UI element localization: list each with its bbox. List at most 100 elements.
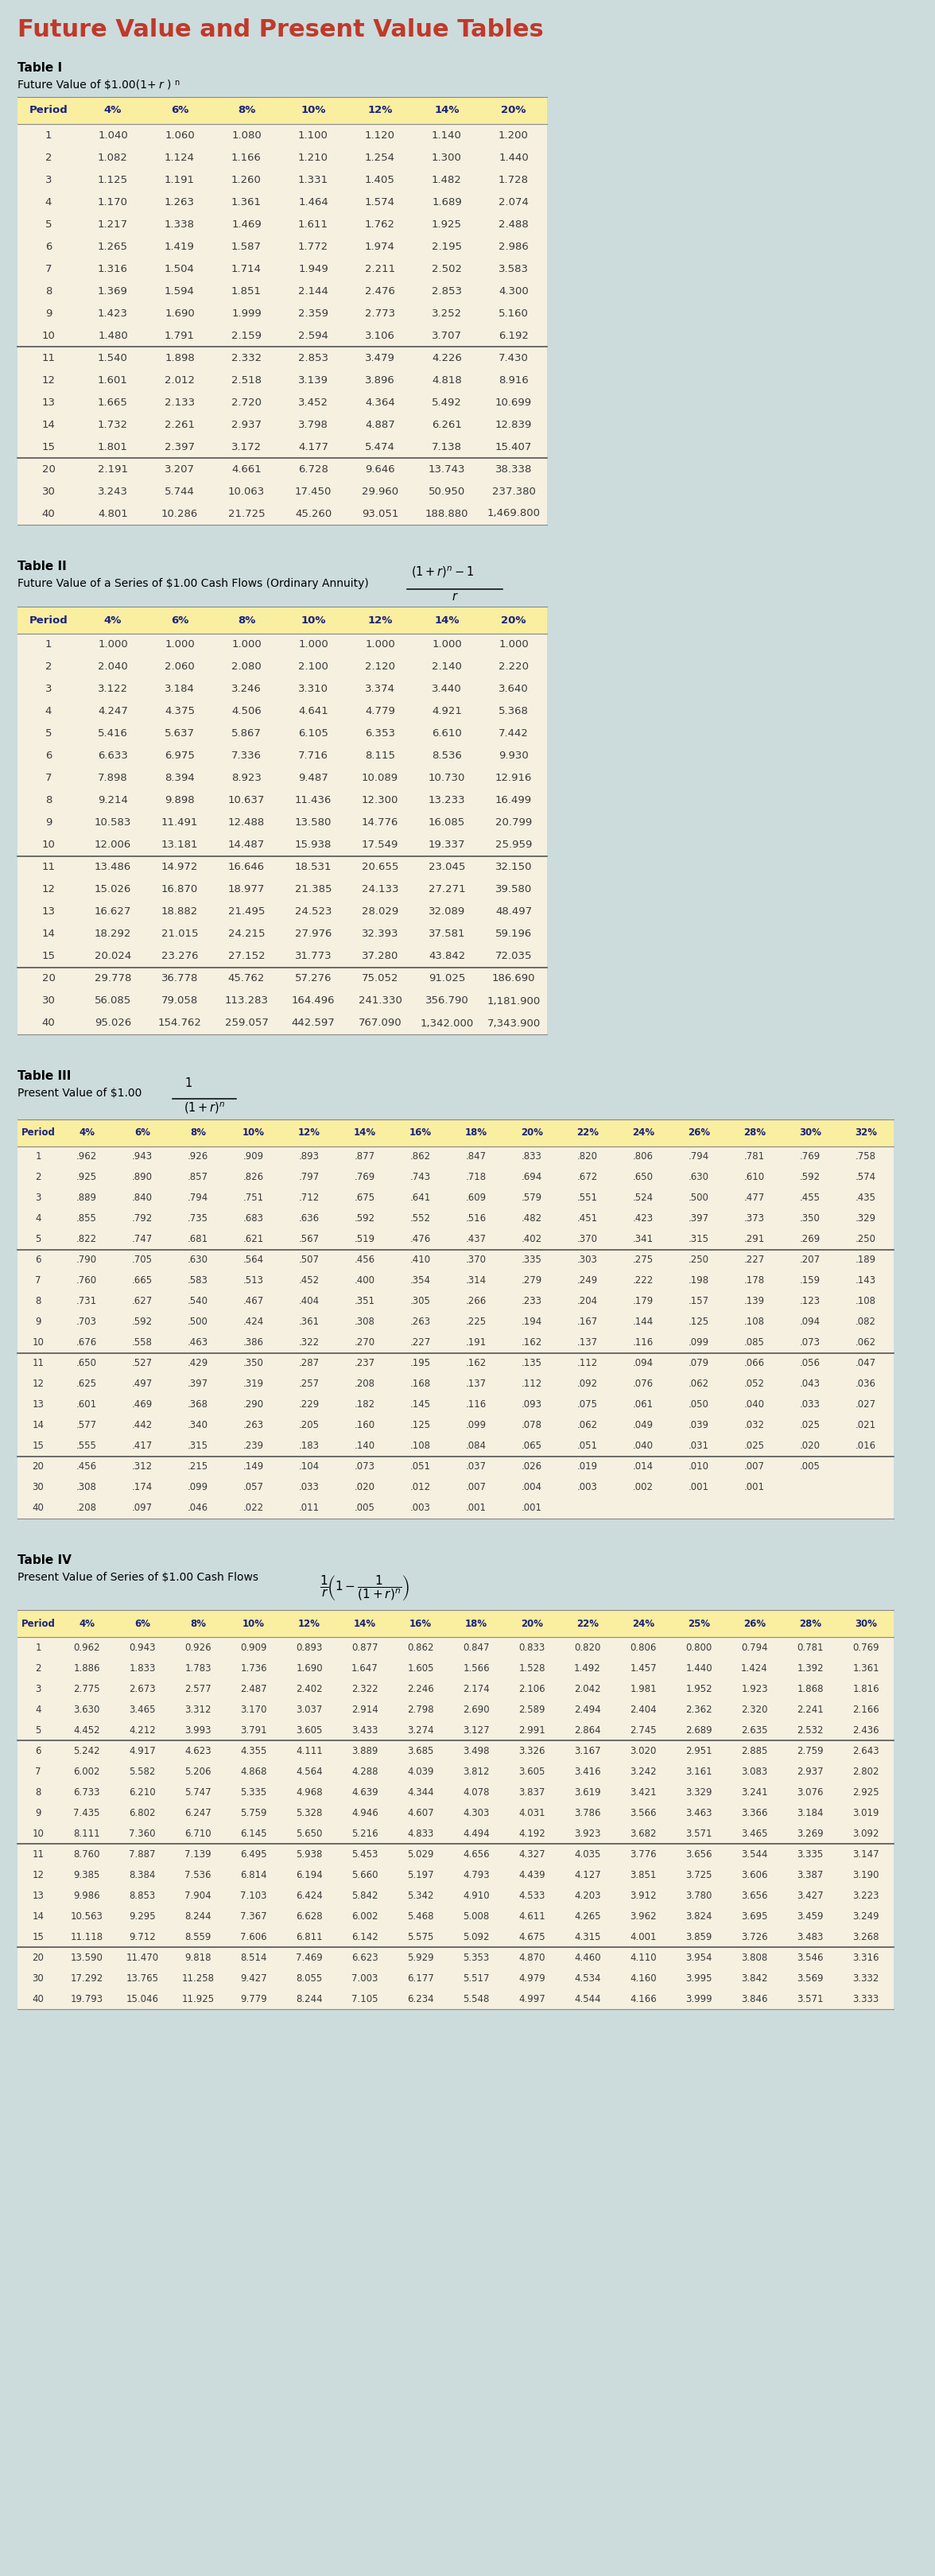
Text: 2.673: 2.673	[129, 1685, 156, 1695]
Text: 10.563: 10.563	[70, 1911, 103, 1922]
Text: 3.076: 3.076	[797, 1788, 824, 1798]
Text: 4%: 4%	[79, 1618, 94, 1628]
Text: .577: .577	[77, 1419, 97, 1430]
Text: 5.660: 5.660	[352, 1870, 379, 1880]
Text: 2.100: 2.100	[298, 662, 328, 672]
Text: 2.332: 2.332	[231, 353, 262, 363]
Text: 3.161: 3.161	[685, 1767, 712, 1777]
Text: .497: .497	[132, 1378, 152, 1388]
Text: .641: .641	[410, 1193, 431, 1203]
Text: 2.195: 2.195	[432, 242, 462, 252]
Text: 37.581: 37.581	[428, 930, 466, 940]
Text: 2.689: 2.689	[685, 1726, 712, 1736]
Text: 8: 8	[45, 286, 51, 296]
Text: 20: 20	[32, 1953, 44, 1963]
Text: 17.292: 17.292	[70, 1973, 103, 1984]
Text: 1.923: 1.923	[741, 1685, 768, 1695]
Text: .079: .079	[688, 1358, 710, 1368]
Bar	[18, 1394, 894, 1414]
Text: 3.851: 3.851	[630, 1870, 656, 1880]
Text: .051: .051	[577, 1440, 597, 1450]
Text: 4.534: 4.534	[574, 1973, 601, 1984]
Text: .195: .195	[410, 1358, 431, 1368]
Text: 3.427: 3.427	[797, 1891, 824, 1901]
Text: .005: .005	[354, 1502, 375, 1515]
Text: 7.716: 7.716	[298, 752, 328, 762]
Text: 1.100: 1.100	[298, 129, 328, 139]
Bar	[18, 1249, 894, 1270]
Text: 3.583: 3.583	[498, 263, 528, 273]
Text: 3: 3	[45, 175, 51, 185]
Text: .435: .435	[856, 1193, 876, 1203]
Text: .555: .555	[77, 1440, 97, 1450]
Text: .743: .743	[410, 1172, 431, 1182]
Text: 13: 13	[32, 1891, 44, 1901]
Text: .149: .149	[243, 1461, 264, 1471]
Text: 3.329: 3.329	[685, 1788, 712, 1798]
Text: Table III: Table III	[18, 1069, 71, 1082]
Text: 3.312: 3.312	[184, 1705, 211, 1716]
Text: 2.991: 2.991	[519, 1726, 545, 1736]
Text: 6.728: 6.728	[298, 464, 328, 474]
Text: 4.375: 4.375	[165, 706, 194, 716]
Text: 12%: 12%	[298, 1128, 321, 1139]
Text: 3.190: 3.190	[853, 1870, 879, 1880]
Text: 5.453: 5.453	[352, 1850, 378, 1860]
Text: 45.260: 45.260	[295, 507, 332, 518]
Text: 3.433: 3.433	[352, 1726, 378, 1736]
Text: 2.720: 2.720	[231, 397, 262, 407]
Text: 15.938: 15.938	[295, 840, 332, 850]
Text: 14%: 14%	[434, 106, 459, 116]
Bar	[18, 1636, 894, 1659]
Text: 5.575: 5.575	[408, 1932, 434, 1942]
Text: 6.261: 6.261	[432, 420, 462, 430]
Text: 8.244: 8.244	[184, 1911, 211, 1922]
Text: 5.353: 5.353	[463, 1953, 489, 1963]
Text: 0.962: 0.962	[73, 1643, 100, 1654]
Bar	[18, 835, 547, 855]
Text: 5: 5	[36, 1726, 41, 1736]
Bar	[18, 1332, 894, 1352]
Text: .889: .889	[77, 1193, 97, 1203]
Bar	[18, 1229, 894, 1249]
Text: 5: 5	[45, 219, 51, 229]
Text: 9.818: 9.818	[184, 1953, 211, 1963]
Text: .400: .400	[354, 1275, 375, 1285]
Text: 9: 9	[45, 309, 51, 319]
Text: .108: .108	[856, 1296, 876, 1306]
Text: 2.211: 2.211	[365, 263, 396, 273]
Bar	[18, 701, 547, 724]
Text: 3.332: 3.332	[853, 1973, 879, 1984]
Text: 0.781: 0.781	[797, 1643, 824, 1654]
Text: .794: .794	[188, 1193, 209, 1203]
Text: .558: .558	[132, 1337, 152, 1347]
Text: .062: .062	[688, 1378, 710, 1388]
Text: 13.580: 13.580	[295, 817, 332, 827]
Bar	[18, 989, 547, 1012]
Text: 1: 1	[36, 1643, 41, 1654]
Text: 1.082: 1.082	[98, 152, 128, 162]
Text: .275: .275	[633, 1255, 654, 1265]
Text: .609: .609	[466, 1193, 486, 1203]
Text: .066: .066	[744, 1358, 765, 1368]
Text: .926: .926	[188, 1151, 209, 1162]
Text: 5.092: 5.092	[463, 1932, 490, 1942]
Text: 6%: 6%	[171, 106, 189, 116]
Text: 7: 7	[36, 1275, 41, 1285]
Text: 50.950: 50.950	[428, 487, 466, 497]
Text: 1.999: 1.999	[232, 309, 262, 319]
Text: 8.559: 8.559	[185, 1932, 211, 1942]
Text: 1.265: 1.265	[98, 242, 128, 252]
Text: 2.518: 2.518	[231, 376, 262, 386]
Text: 442.597: 442.597	[292, 1018, 335, 1028]
Text: 3.459: 3.459	[797, 1911, 824, 1922]
Text: 1.260: 1.260	[232, 175, 262, 185]
Text: 3.310: 3.310	[298, 685, 328, 696]
Text: 3.170: 3.170	[240, 1705, 267, 1716]
Text: 1: 1	[45, 639, 51, 649]
Text: 0.794: 0.794	[741, 1643, 768, 1654]
Text: .574: .574	[856, 1172, 876, 1182]
Text: 15.026: 15.026	[94, 884, 131, 894]
Text: .099: .099	[188, 1481, 209, 1492]
Text: .792: .792	[132, 1213, 152, 1224]
